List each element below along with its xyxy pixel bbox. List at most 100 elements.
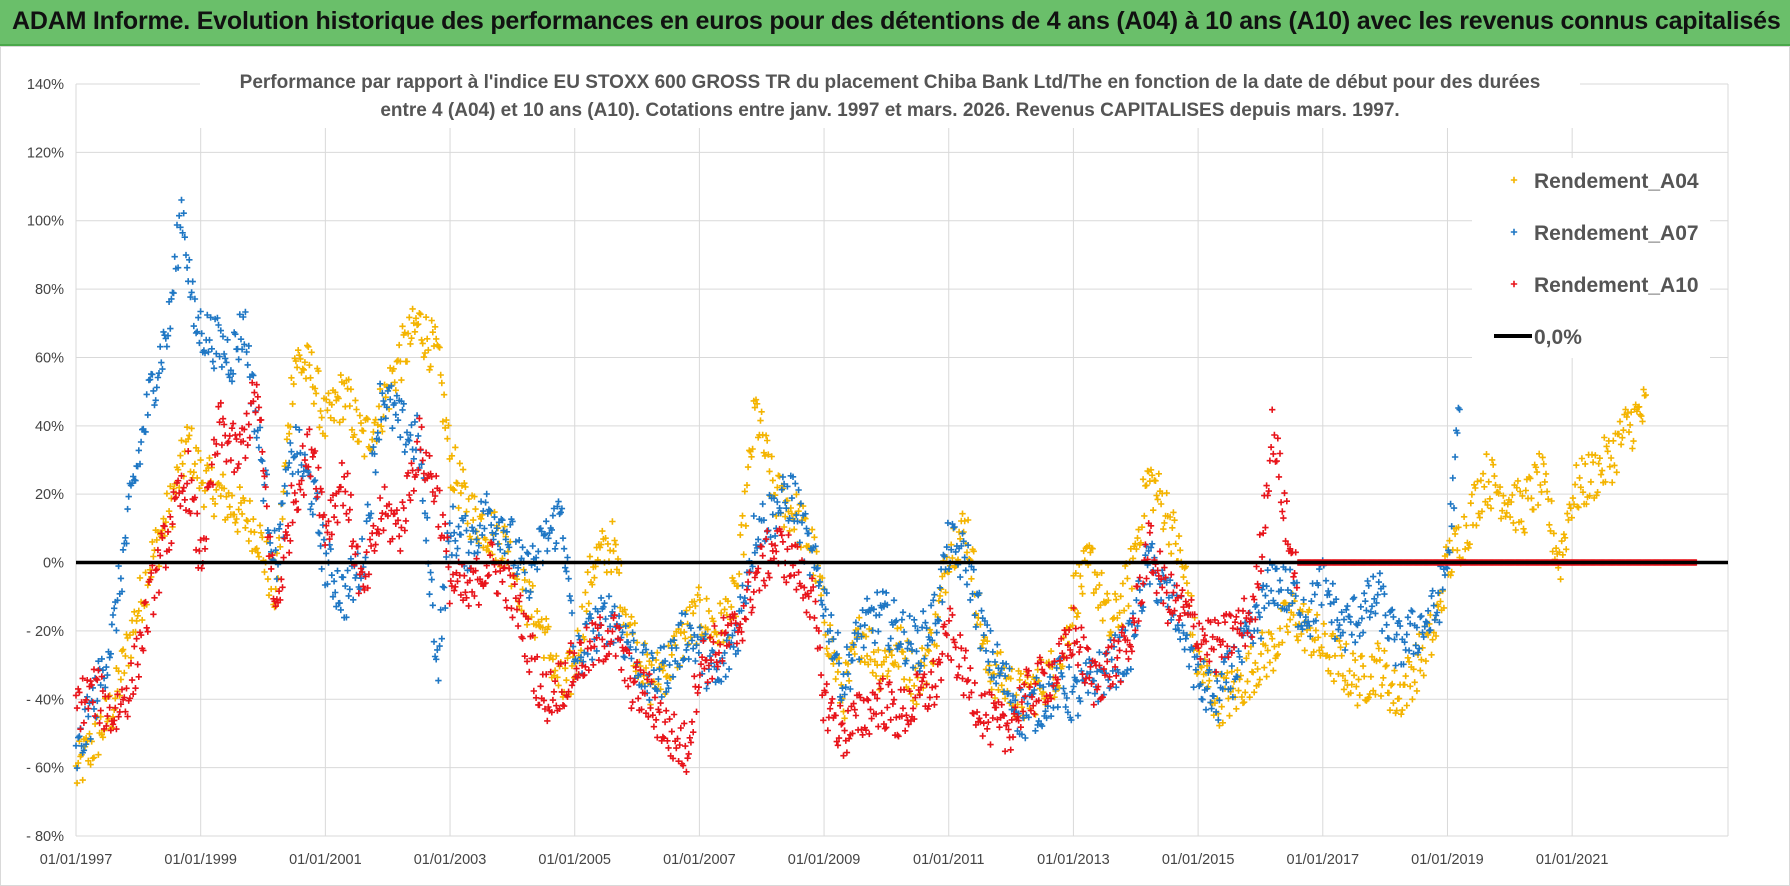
point-rendement-a07 xyxy=(320,536,328,543)
point-rendement-a04 xyxy=(1508,498,1515,506)
point-rendement-a04 xyxy=(271,604,278,611)
point-rendement-a04 xyxy=(234,528,241,535)
point-rendement-a07 xyxy=(690,645,697,652)
point-rendement-a10 xyxy=(664,737,671,744)
point-rendement-a07 xyxy=(1040,683,1047,691)
point-rendement-a10 xyxy=(1118,629,1125,636)
point-rendement-a10 xyxy=(198,565,205,572)
point-rendement-a04 xyxy=(1153,492,1160,499)
point-rendement-a04 xyxy=(186,432,193,439)
point-rendement-a04 xyxy=(106,692,113,699)
point-rendement-a10 xyxy=(874,695,881,702)
point-rendement-a07 xyxy=(73,764,81,772)
point-rendement-a07 xyxy=(437,606,444,613)
point-rendement-a04 xyxy=(1104,590,1111,597)
point-rendement-a07 xyxy=(292,424,300,431)
point-rendement-a07 xyxy=(117,575,125,582)
point-rendement-a07 xyxy=(1108,656,1115,663)
point-rendement-a07 xyxy=(1356,632,1363,640)
point-rendement-a07 xyxy=(122,534,129,541)
point-rendement-a07 xyxy=(1199,696,1206,703)
point-rendement-a07 xyxy=(997,669,1004,677)
point-rendement-a07 xyxy=(306,472,313,479)
point-rendement-a07 xyxy=(113,627,120,634)
point-rendement-a04 xyxy=(1154,496,1161,503)
point-rendement-a04 xyxy=(1640,386,1647,393)
point-rendement-a04 xyxy=(1114,614,1121,622)
point-rendement-a07 xyxy=(1077,698,1084,705)
point-rendement-a07 xyxy=(1139,604,1147,611)
point-rendement-a07 xyxy=(619,629,626,636)
point-rendement-a10 xyxy=(462,589,469,596)
point-rendement-a10 xyxy=(807,587,815,594)
point-rendement-a04 xyxy=(583,608,590,615)
point-rendement-a04 xyxy=(1326,654,1333,661)
point-rendement-a07 xyxy=(250,372,257,379)
point-rendement-a10 xyxy=(371,547,378,554)
point-rendement-a07 xyxy=(584,650,591,658)
point-rendement-a04 xyxy=(235,506,242,513)
point-rendement-a07 xyxy=(587,614,595,622)
point-rendement-a04 xyxy=(752,396,760,403)
point-rendement-a07 xyxy=(109,611,117,619)
point-rendement-a07 xyxy=(606,623,614,630)
point-rendement-a10 xyxy=(1210,646,1217,653)
point-rendement-a07 xyxy=(718,678,725,685)
point-rendement-a07 xyxy=(549,512,557,519)
point-rendement-a07 xyxy=(1134,622,1141,630)
point-rendement-a04 xyxy=(1318,644,1325,651)
point-rendement-a04 xyxy=(1387,682,1395,689)
point-rendement-a10 xyxy=(210,436,218,443)
point-rendement-a07 xyxy=(920,608,927,615)
point-rendement-a10 xyxy=(394,517,402,524)
point-rendement-a07 xyxy=(793,511,800,519)
point-rendement-a07 xyxy=(1451,453,1459,461)
point-rendement-a04 xyxy=(206,454,213,462)
point-rendement-a04 xyxy=(528,613,535,621)
point-rendement-a10 xyxy=(705,662,713,669)
point-rendement-a10 xyxy=(747,596,754,603)
point-rendement-a04 xyxy=(1079,590,1086,597)
point-rendement-a07 xyxy=(317,542,324,550)
point-rendement-a04 xyxy=(232,519,239,526)
point-rendement-a04 xyxy=(1454,547,1461,554)
point-rendement-a07 xyxy=(503,528,511,535)
point-rendement-a10 xyxy=(1035,697,1042,704)
point-rendement-a10 xyxy=(791,572,798,579)
point-rendement-a10 xyxy=(759,552,766,559)
point-rendement-a10 xyxy=(652,716,660,723)
point-rendement-a07 xyxy=(178,196,185,204)
point-rendement-a07 xyxy=(1423,619,1431,626)
point-rendement-a04 xyxy=(1477,477,1485,484)
point-rendement-a04 xyxy=(378,423,385,430)
point-rendement-a04 xyxy=(1639,418,1646,425)
point-rendement-a07 xyxy=(357,575,365,582)
point-rendement-a07 xyxy=(1170,611,1177,619)
point-rendement-a10 xyxy=(325,518,332,525)
point-rendement-a10 xyxy=(277,596,284,604)
point-rendement-a07 xyxy=(931,591,938,598)
point-rendement-a10 xyxy=(296,481,303,488)
point-rendement-a07 xyxy=(834,629,842,636)
point-rendement-a10 xyxy=(235,460,242,468)
point-rendement-a04 xyxy=(1132,540,1139,547)
point-rendement-a04 xyxy=(1411,679,1418,686)
point-rendement-a10 xyxy=(1150,569,1157,577)
point-rendement-a04 xyxy=(211,500,219,507)
point-rendement-a10 xyxy=(174,477,182,484)
point-rendement-a10 xyxy=(282,528,289,536)
point-rendement-a07 xyxy=(327,545,334,553)
point-rendement-a04 xyxy=(1579,489,1587,496)
point-rendement-a04 xyxy=(480,544,487,551)
point-rendement-a04 xyxy=(1147,466,1155,473)
point-rendement-a07 xyxy=(1292,592,1299,600)
point-rendement-a07 xyxy=(655,675,662,683)
point-rendement-a04 xyxy=(1399,706,1406,714)
point-rendement-a07 xyxy=(853,635,861,643)
point-rendement-a07 xyxy=(1447,500,1454,508)
point-rendement-a07 xyxy=(912,622,919,630)
point-rendement-a07 xyxy=(443,553,450,561)
point-rendement-a07 xyxy=(316,530,323,537)
point-rendement-a10 xyxy=(245,421,252,428)
point-rendement-a10 xyxy=(128,676,136,684)
